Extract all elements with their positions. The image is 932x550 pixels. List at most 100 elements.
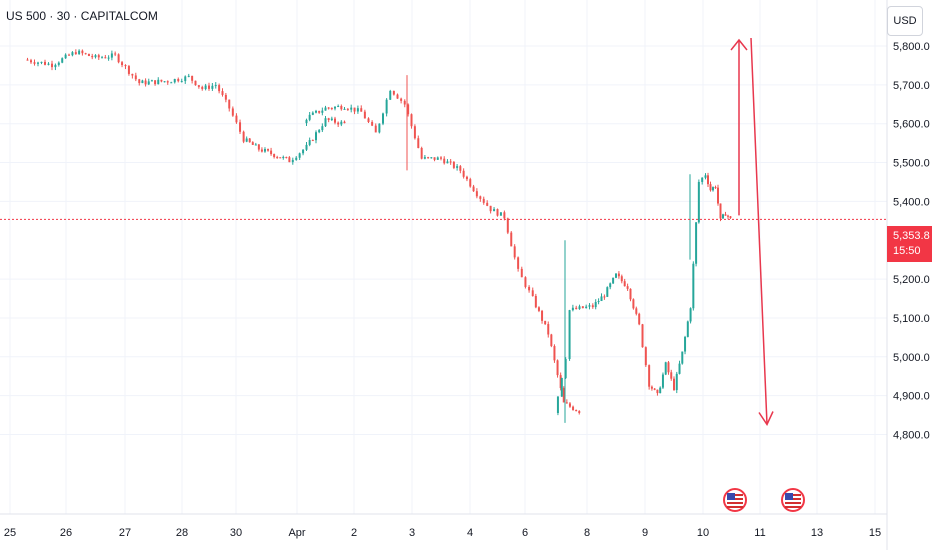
candle — [462, 168, 465, 179]
candle — [609, 282, 612, 290]
candle — [709, 181, 712, 192]
time-tick-label: 6 — [522, 527, 528, 539]
candle — [84, 52, 87, 55]
candle — [695, 221, 698, 267]
candle — [305, 118, 308, 126]
arrow-up-icon[interactable] — [730, 38, 748, 216]
candle — [620, 274, 623, 284]
candle — [623, 278, 626, 287]
chart-title: US 500 · 30 · CAPITALCOM — [6, 9, 158, 23]
candle — [318, 129, 321, 134]
candle — [724, 211, 727, 216]
candle — [330, 107, 333, 111]
candle — [717, 184, 719, 206]
candle — [641, 323, 644, 348]
candle — [204, 83, 207, 91]
candle — [632, 298, 635, 310]
candle — [231, 106, 234, 117]
candle — [650, 385, 653, 391]
time-tick-label: 2 — [351, 527, 357, 539]
candle — [51, 60, 53, 71]
candle — [417, 135, 420, 149]
us-flag-icon[interactable] — [723, 488, 747, 512]
candle — [302, 149, 305, 156]
candle — [57, 61, 60, 67]
candle — [211, 83, 214, 91]
candle — [722, 213, 724, 219]
candle — [187, 73, 190, 78]
candle — [559, 372, 562, 391]
time-tick-label: 3 — [409, 527, 415, 539]
candle — [479, 195, 482, 202]
candle — [681, 351, 684, 365]
candle — [81, 49, 84, 56]
price-tick-label: 5,700.0 — [893, 80, 930, 92]
candle — [456, 164, 459, 171]
candle — [337, 121, 340, 128]
time-tick-label: 13 — [811, 527, 823, 539]
candle — [469, 177, 472, 188]
candle — [692, 261, 695, 311]
arrow-down-icon[interactable] — [750, 37, 774, 427]
candle — [503, 210, 506, 221]
candle — [423, 154, 426, 160]
price-axis[interactable]: 5,800.0 5,700.0 5,600.0 5,500.0 5,400.0 5,200… — [893, 41, 930, 442]
candle — [385, 98, 388, 117]
candle — [712, 186, 714, 192]
candle — [588, 303, 591, 310]
candle — [337, 104, 340, 108]
candle — [343, 120, 346, 124]
candle — [581, 306, 584, 309]
candle — [585, 304, 588, 309]
us-flag-icon[interactable] — [781, 488, 805, 512]
candle — [486, 200, 489, 207]
candle — [430, 157, 433, 159]
candle — [403, 99, 406, 108]
time-tick-label: 30 — [230, 527, 242, 539]
candle — [594, 299, 597, 310]
candle — [638, 312, 641, 326]
candle — [321, 123, 324, 133]
candle — [311, 111, 314, 116]
candle — [134, 72, 137, 82]
candle — [270, 147, 273, 156]
candle — [147, 78, 150, 86]
time-axis[interactable]: 25 26 27 28 30 Apr 2 3 4 6 8 9 10 11 13 15 — [4, 527, 881, 539]
time-tick-label: 28 — [176, 527, 188, 539]
candle — [138, 78, 141, 86]
candle — [194, 80, 197, 86]
candle — [675, 371, 678, 394]
event-icons[interactable] — [723, 488, 805, 512]
price-tick-label: 5,800.0 — [893, 41, 930, 53]
candle — [367, 117, 370, 123]
candle — [475, 188, 478, 199]
candle — [239, 119, 242, 135]
candle — [459, 164, 462, 174]
candle — [327, 107, 330, 110]
candle — [282, 155, 285, 160]
candle — [701, 177, 704, 185]
annotation-arrows[interactable] — [730, 37, 774, 427]
candle — [556, 396, 559, 416]
candle — [689, 307, 692, 324]
candle — [568, 309, 571, 361]
candle — [684, 335, 687, 355]
candle — [443, 156, 446, 165]
candle — [356, 105, 359, 114]
candle — [591, 303, 594, 309]
candle — [107, 55, 110, 61]
candles — [26, 49, 732, 423]
currency-button[interactable]: USD — [887, 6, 923, 36]
candle — [260, 147, 263, 153]
candle — [575, 305, 578, 310]
candle — [318, 110, 321, 114]
candle — [273, 153, 276, 159]
current-price-tag: 5,353.8 15:50 — [887, 226, 932, 262]
candle — [276, 155, 279, 159]
candle — [396, 93, 399, 99]
price-tick-label: 5,500.0 — [893, 158, 930, 170]
candle — [410, 113, 413, 129]
candle — [565, 399, 568, 404]
price-tick-label: 5,400.0 — [893, 196, 930, 208]
